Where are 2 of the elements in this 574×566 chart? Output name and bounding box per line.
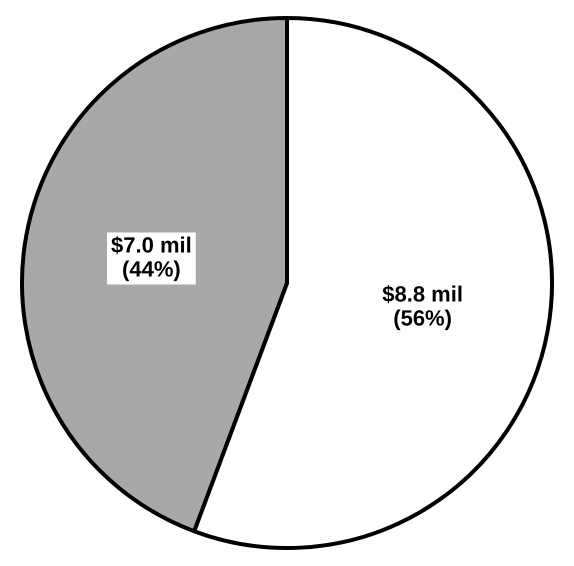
data-label: $8.8 mil (56%) <box>382 282 463 331</box>
data-label: $7.0 mil (44%) <box>111 232 192 282</box>
